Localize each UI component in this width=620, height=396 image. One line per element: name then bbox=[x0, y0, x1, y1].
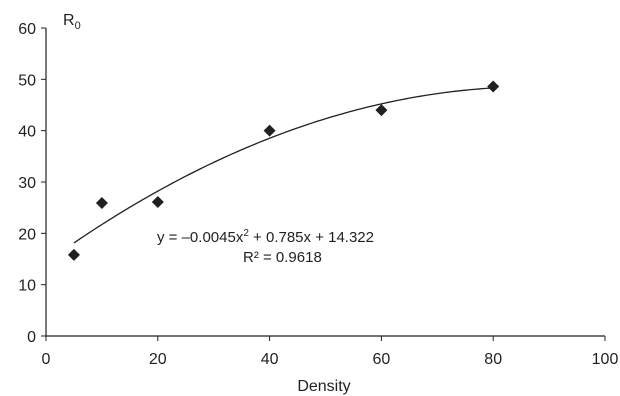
x-tick-label: 60 bbox=[373, 351, 391, 368]
y-tick-label: 60 bbox=[18, 21, 36, 38]
trendline-equation: y = –0.0045x2 + 0.785x + 14.322 bbox=[157, 228, 374, 246]
data-point bbox=[487, 80, 500, 93]
y-axis-title: R0 bbox=[63, 12, 81, 32]
x-tick-label: 0 bbox=[42, 351, 51, 368]
y-tick-label: 40 bbox=[18, 124, 36, 141]
data-points bbox=[67, 80, 500, 261]
y-axis-ticks: 0 10 20 30 40 50 60 bbox=[18, 21, 46, 346]
y-tick-label: 20 bbox=[18, 226, 36, 243]
x-axis-title: Density bbox=[297, 378, 350, 395]
trendline-curve bbox=[73, 87, 494, 244]
data-point bbox=[151, 196, 164, 209]
x-tick-label: 40 bbox=[261, 351, 279, 368]
x-axis-ticks: 0 20 40 60 80 100 bbox=[42, 336, 619, 368]
x-tick-label: 100 bbox=[592, 351, 619, 368]
y-tick-label: 10 bbox=[18, 278, 36, 295]
r-squared-label: R² = 0.9618 bbox=[243, 249, 322, 266]
data-point bbox=[67, 248, 80, 261]
data-point bbox=[95, 197, 108, 210]
x-tick-label: 80 bbox=[484, 351, 502, 368]
x-tick-label: 20 bbox=[149, 351, 167, 368]
data-point bbox=[263, 124, 276, 137]
y-tick-label: 0 bbox=[27, 329, 36, 346]
y-tick-label: 50 bbox=[18, 72, 36, 89]
y-tick-label: 30 bbox=[18, 175, 36, 192]
data-point bbox=[375, 104, 388, 117]
